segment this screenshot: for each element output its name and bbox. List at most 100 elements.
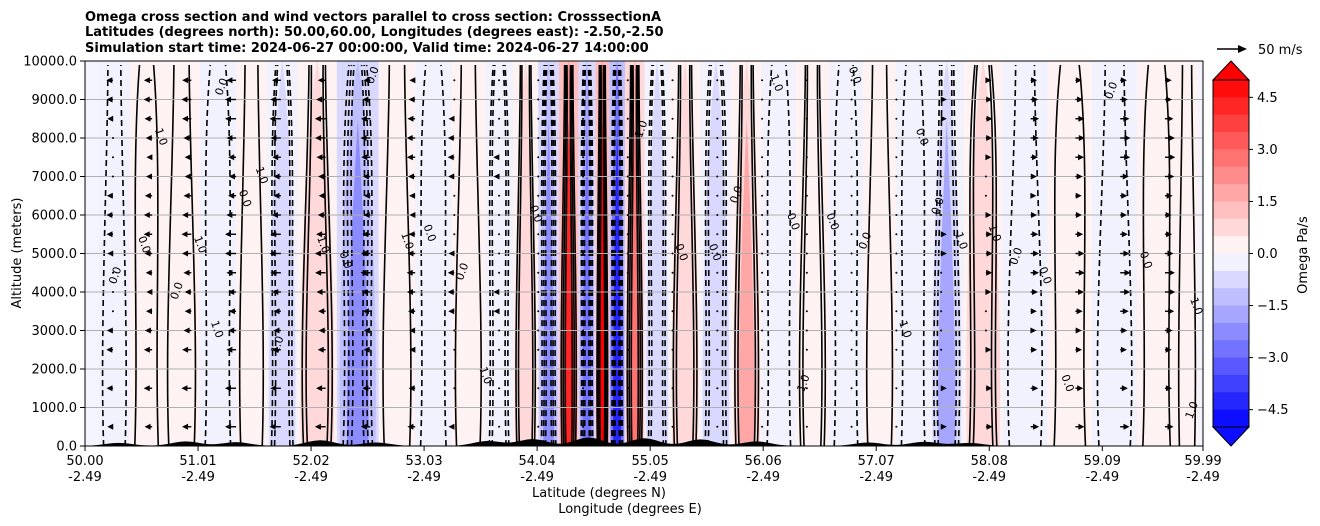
wind-vector-dot [761,425,764,428]
wind-vector-head [226,212,233,218]
wind-vector-head [1121,231,1128,238]
wind-vector-dot [537,291,540,293]
wind-vector-head [1121,192,1128,199]
wind-vector-dot [537,175,540,178]
wind-vector-head [1031,212,1038,218]
wind-vector-dot [895,137,898,139]
wind-vector-dot [805,156,808,159]
wind-vector-dot [582,291,585,293]
colorbar-tick-label: −1.5 [1257,299,1289,314]
wind-vector-head [224,231,231,238]
wind-vector-dot [671,79,674,82]
x-tick-label-lat: 51.01 [179,454,216,469]
wind-vector-dot [582,310,585,313]
wind-vector-head [1077,231,1084,238]
wind-vector-head [1033,423,1040,430]
wind-vector-head [1075,77,1082,84]
wind-vector-head [1123,250,1130,257]
wind-vector-dot [850,175,853,178]
wind-vector-head [363,77,370,84]
contour-label: 0.0 [913,126,931,147]
contour-label: 1.0 [986,223,1004,244]
wind-vector-dot [940,291,943,293]
wind-vector-dot [805,271,808,274]
wind-vector-dot [716,348,719,351]
wind-vector-head [447,269,454,276]
contour-label-layer: 0.0 0.0 1.0 0.0 1.0 1.0 0.0 0.0 1.0 1.0 1.0 0.0 0.0 1… [106,65,1203,421]
wind-vector-head [144,115,151,122]
wind-vector-head [318,327,325,334]
y-tick-label: 1000.0 [32,401,78,416]
contour-label: 1.0 [794,373,812,394]
wind-vector-dot [582,329,585,332]
wind-vector-head [273,308,280,315]
wind-vector-dot [805,310,808,313]
wind-vector-dot [805,194,808,197]
wind-vector-dot [498,194,501,197]
wind-vector-head [409,212,416,218]
wind-vector-dot [626,329,629,332]
wind-vector-head [1165,346,1172,353]
wind-vector-head [145,269,152,276]
wind-vector-dot [671,233,674,236]
wind-vector-head [361,289,368,295]
wind-vector-head [1077,96,1084,103]
wind-vector-dot [498,425,501,428]
contour-label: 1.0 [767,72,785,93]
wind-vector-head [1165,212,1172,218]
wind-vector-head [316,154,323,161]
wind-vector-head [1078,269,1085,276]
y-axis-title: Altitude (meters) [10,198,25,309]
y-tick-label: 10000.0 [23,55,77,70]
wind-vector-head [143,385,150,392]
wind-vector-head [144,327,151,334]
contour-label: 0.0 [727,184,745,205]
wind-vector-head [409,192,416,199]
colorbar-segment [1213,270,1249,289]
wind-vector-head [1166,231,1173,238]
contour-label: 0.0 [929,196,947,217]
wind-vector-head [181,385,188,392]
wind-vector-head [1031,346,1038,353]
wind-vector-dot [582,194,585,197]
wind-vector-dot [671,271,674,274]
wind-vector-head [1030,308,1037,315]
wind-vector-head [182,423,189,430]
wind-vector-head [1124,135,1131,141]
wind-vector-dot [671,310,674,313]
wind-vector-head [145,135,152,141]
contour-label: 1.0 [952,230,970,251]
wind-vector-head [940,423,947,430]
contour-label: 1.0 [632,119,650,140]
x-tick-label-lat: 55.05 [632,454,669,469]
wind-vector-dot [537,329,540,332]
wind-vector-dot [453,98,456,101]
wind-vector-head [228,289,235,295]
wind-vector-head [1120,77,1127,84]
colorbar-tick-label: −3.0 [1257,351,1289,366]
contour-label: 0.0 [1058,373,1076,394]
wind-vector-head [448,308,455,315]
wind-vector-dot [940,310,943,313]
wind-vector-head [318,308,325,315]
wind-vector-dot [498,98,501,101]
wind-vector-head [362,231,369,238]
wind-vector-dot [716,387,719,390]
wind-vector-head [940,385,947,392]
wind-vector-head [1030,327,1037,334]
colorbar-segment [1213,80,1249,98]
x-tick-label-lat: 54.04 [519,454,556,469]
wind-vector-head [1033,115,1040,122]
x-tick-label-lat: 57.07 [858,454,895,469]
wind-vector-dot [671,98,674,101]
wind-vector-head [1032,385,1039,392]
x-tick-label-lon: -2.49 [181,470,215,485]
contour-label: 1.0 [253,165,271,186]
wind-vector-head [224,385,231,392]
wind-vector-dot [498,117,501,120]
wind-vector-dot [716,252,719,255]
wind-vector-head [226,346,233,353]
wind-vector-head [1166,385,1173,392]
wind-vector-head [316,231,323,238]
wind-vector-head [1075,192,1082,199]
